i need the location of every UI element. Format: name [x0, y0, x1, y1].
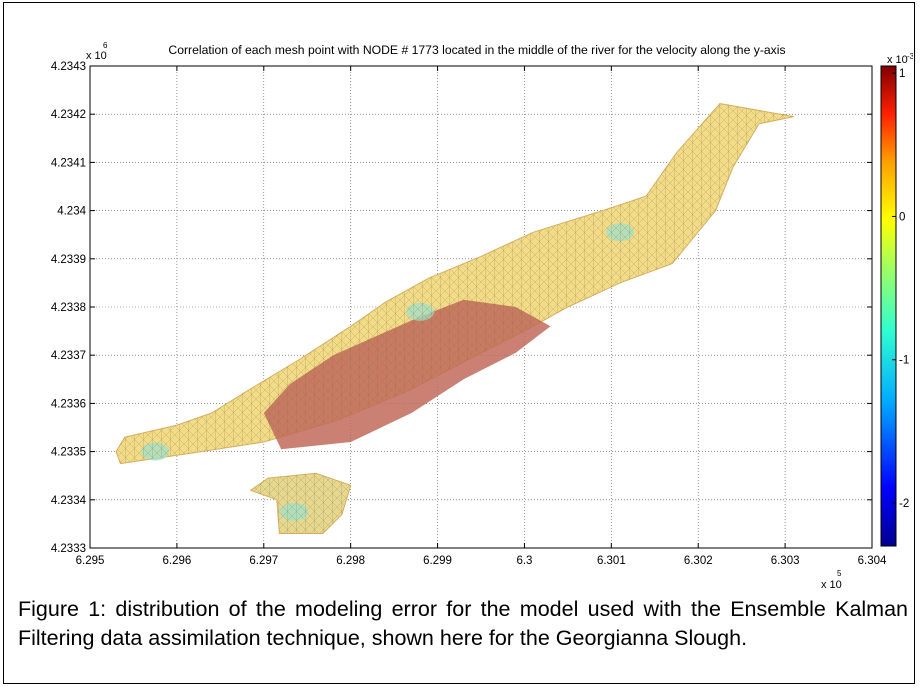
y-tick-label: 4.2335 [51, 447, 86, 459]
figure-frame: 6.295 6.296 6.297 6.298 6.299 6.3 6.301 6.302 6.… [3, 2, 915, 684]
y-tick-label: 4.2337 [51, 350, 86, 362]
y-tick-label: 4.2341 [51, 157, 86, 169]
x-tick-label: 6.298 [336, 555, 365, 567]
y-tick-label: 4.2339 [51, 254, 86, 266]
mesh-triangles [116, 103, 794, 464]
y-tick-label: 4.234 [57, 206, 86, 218]
x-exponent-label: x 10 [821, 579, 842, 591]
colorbar [880, 65, 897, 547]
figure-caption: Figure 1: distribution of the modeling e… [18, 597, 908, 650]
y-tick-label: 4.2334 [51, 495, 87, 507]
colorbar-tick-label: -1 [899, 355, 909, 367]
colorbar-tick-label: 1 [899, 68, 905, 80]
colorbar-tick-label: -2 [899, 498, 909, 510]
tributary-mesh-triangles [250, 473, 351, 534]
y-tick-label: 4.2333 [51, 543, 86, 555]
x-tick-label: 6.297 [249, 555, 278, 567]
colorbar-exponent-label: x 10 [887, 54, 908, 66]
mesh-correlation-chart: 6.295 6.296 6.297 6.298 6.299 6.3 6.301 6.302 6.… [51, 41, 913, 591]
x-tick-label: 6.3 [516, 555, 532, 567]
y-tick-label: 4.2338 [51, 302, 86, 314]
colorbar-ticks: 1 0 -1 -2 -3 [892, 52, 913, 510]
x-tick-label: 6.296 [162, 555, 191, 567]
y-tick-label: 4.2342 [51, 109, 86, 121]
colorbar-tick-label: 0 [899, 211, 905, 223]
x-tick-label: 6.303 [771, 555, 800, 567]
x-tick-label: 6.302 [684, 555, 713, 567]
y-tick-label: 4.2336 [51, 398, 86, 410]
x-tick-label: 6.304 [858, 555, 887, 567]
y-exponent-label: x 10 [86, 50, 107, 62]
chart-title: Correlation of each mesh point with NODE… [168, 43, 785, 57]
river-mesh [115, 103, 794, 534]
y-axis-ticks: 4.2333 4.2334 4.2335 4.2336 4.2337 4.2338 4.23… [51, 61, 872, 555]
y-tick-label: 4.2343 [51, 61, 86, 73]
x-exponent: 5 [837, 569, 842, 578]
colorbar-exponent: -3 [907, 52, 913, 61]
x-tick-label: 6.295 [76, 555, 105, 567]
x-tick-label: 6.299 [423, 555, 452, 567]
x-tick-label: 6.301 [597, 555, 626, 567]
x-axis-ticks: 6.295 6.296 6.297 6.298 6.299 6.3 6.301 6.302 6.… [76, 66, 887, 567]
y-exponent: 6 [103, 41, 108, 50]
